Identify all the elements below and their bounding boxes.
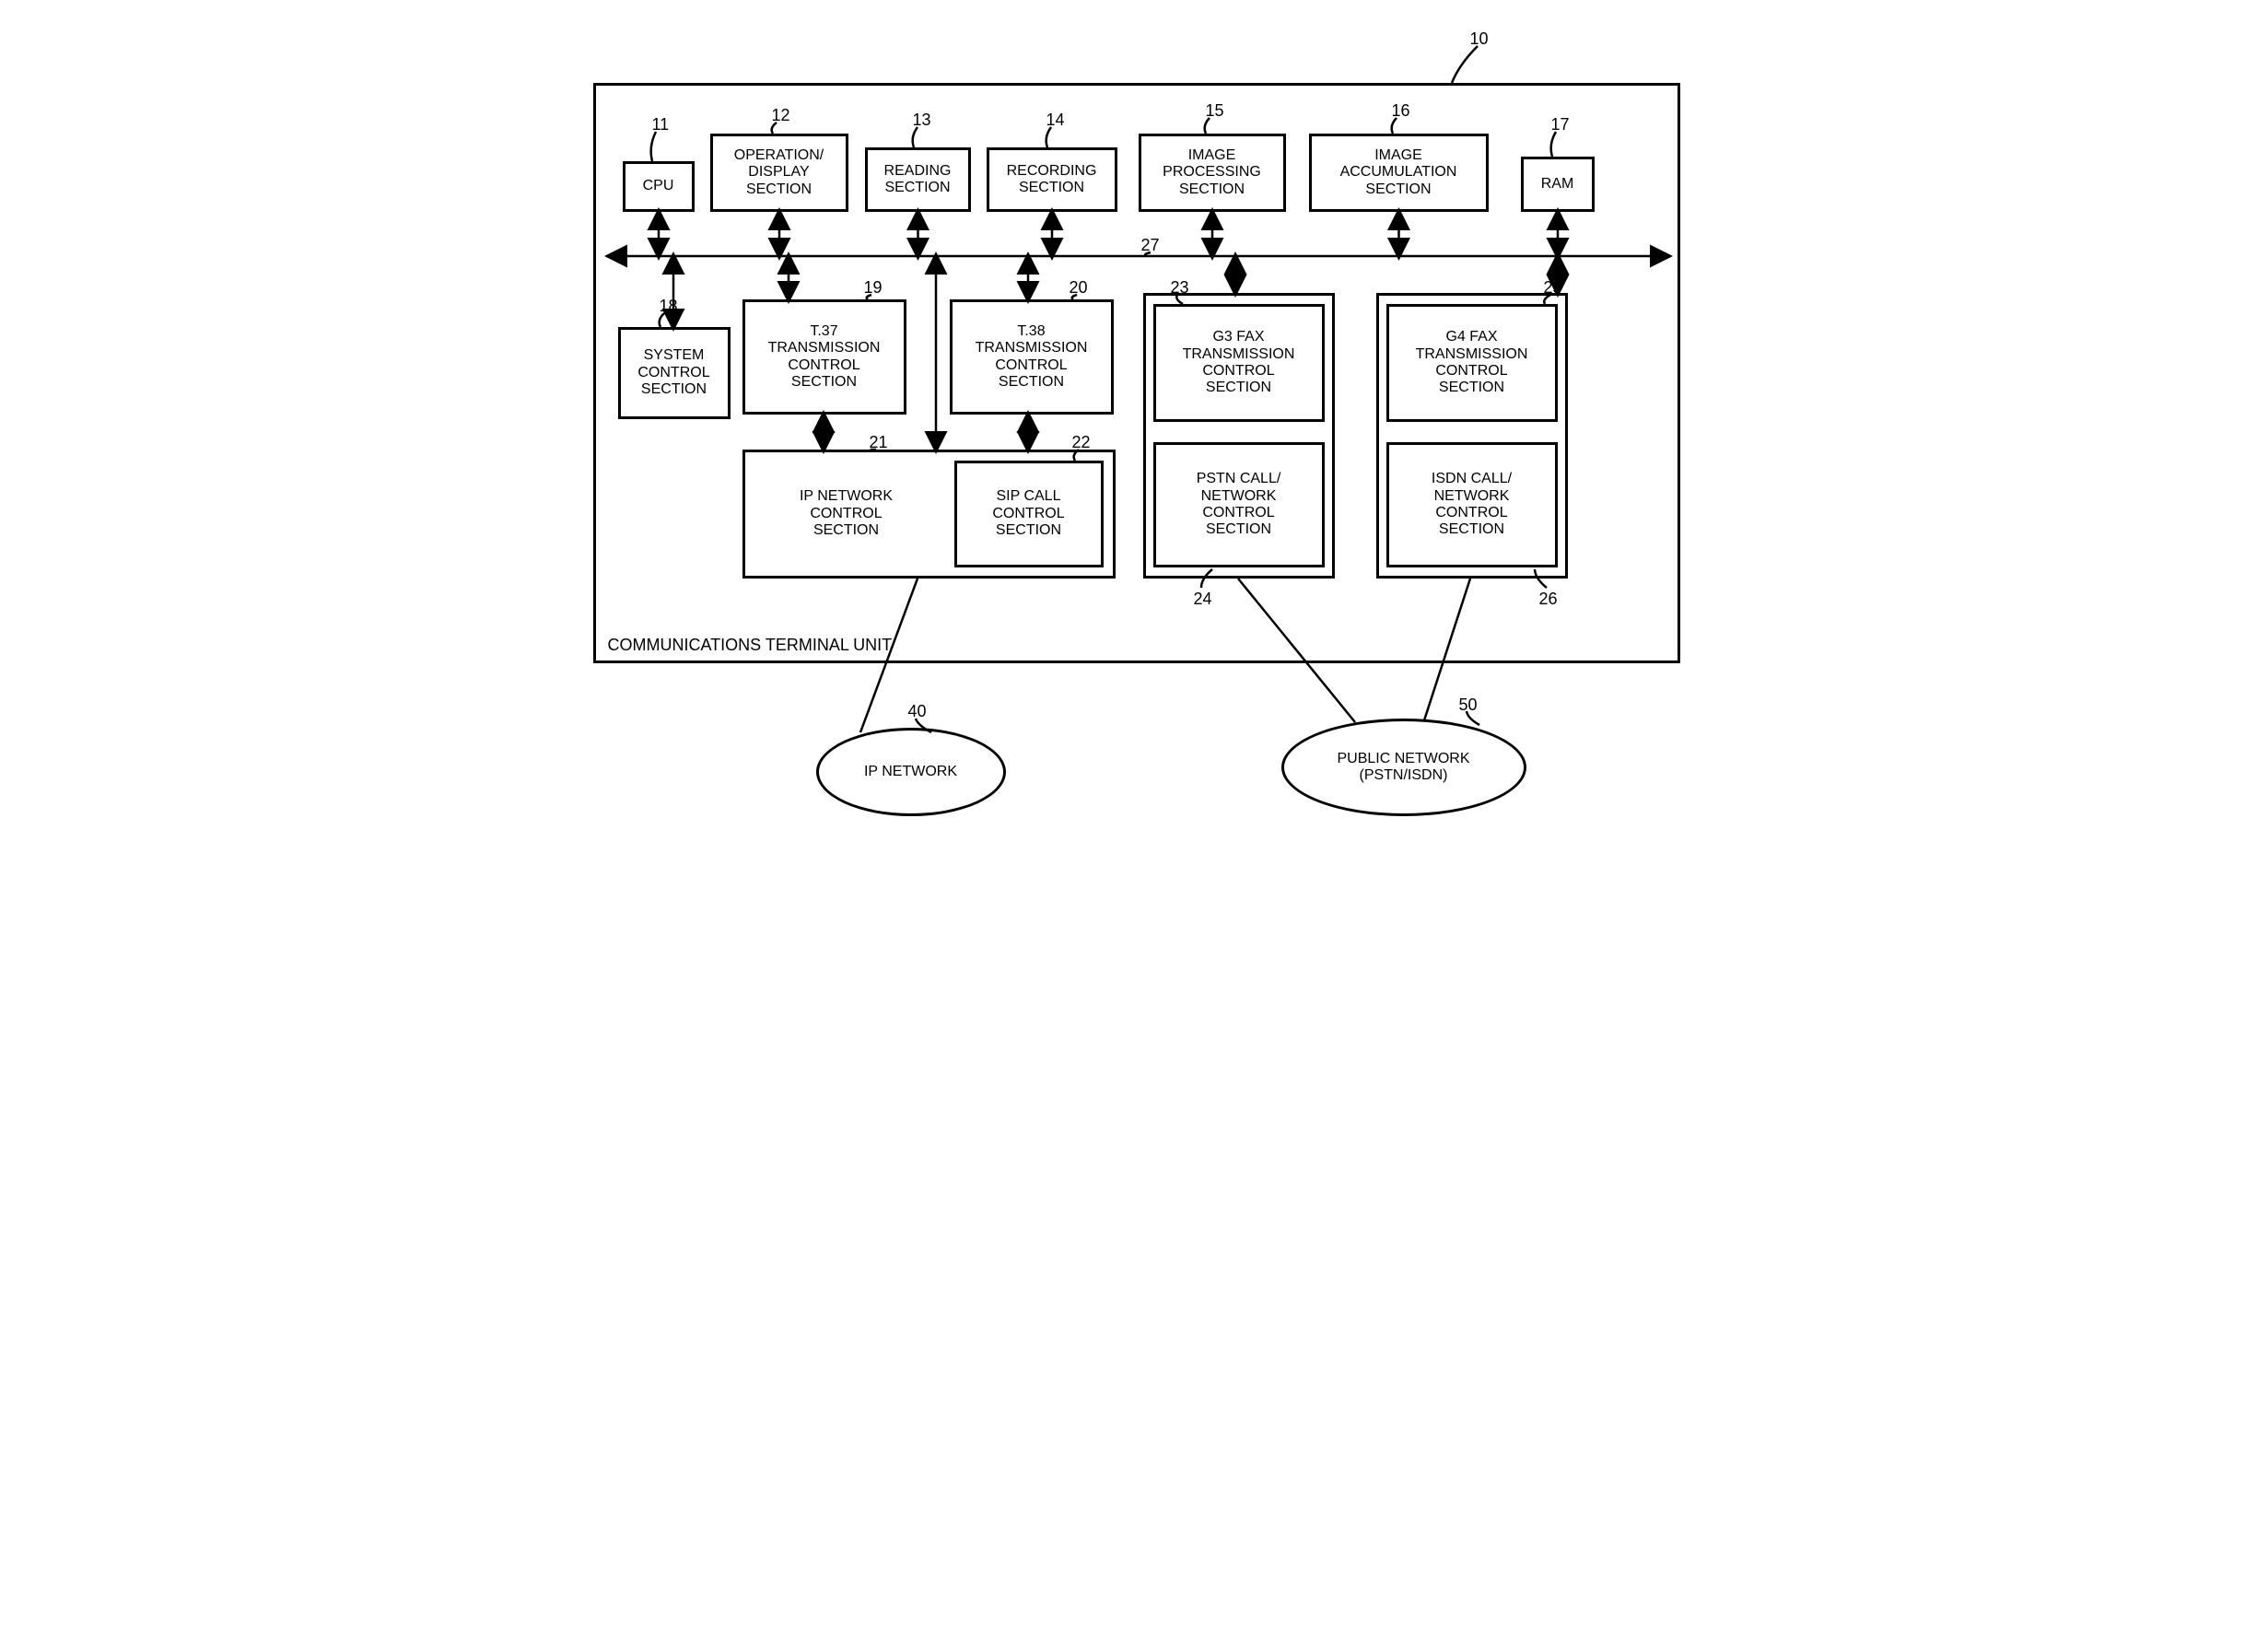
isdn-call-network-control-section: ISDN CALL/ NETWORK CONTROL SECTION — [1386, 442, 1558, 567]
ref-18: 18 — [660, 297, 678, 316]
read-box: READING SECTION — [865, 147, 971, 212]
ref-12: 12 — [772, 106, 790, 125]
sys-text: SYSTEM CONTROL SECTION — [637, 347, 709, 398]
rec-box: RECORDING SECTION — [987, 147, 1117, 212]
ref-15: 15 — [1206, 101, 1224, 121]
ref-25: 25 — [1544, 278, 1562, 298]
ref-27: 27 — [1141, 236, 1160, 255]
isdn-text: ISDN CALL/ NETWORK CONTROL SECTION — [1432, 471, 1512, 539]
sip-call-control-section: SIP CALL CONTROL SECTION — [954, 461, 1104, 567]
ref-22: 22 — [1072, 433, 1091, 452]
g3-fax-text: G3 FAX TRANSMISSION CONTROL SECTION — [1183, 329, 1295, 397]
ref-19: 19 — [864, 278, 883, 298]
ref-17: 17 — [1551, 115, 1570, 134]
imga-text: IMAGE ACCUMULATION SECTION — [1340, 147, 1457, 198]
ram-text: RAM — [1541, 176, 1574, 193]
ref-11: 11 — [652, 115, 670, 134]
ref-40: 40 — [908, 702, 927, 721]
t38-text: T.38 TRANSMISSION CONTROL SECTION — [976, 323, 1088, 392]
ref-23: 23 — [1171, 278, 1189, 298]
public-network-cloud: PUBLIC NETWORK (PSTN/ISDN) — [1281, 719, 1526, 816]
pstn-call-network-control-section: PSTN CALL/ NETWORK CONTROL SECTION — [1153, 442, 1325, 567]
ref-21: 21 — [870, 433, 888, 452]
ref-13: 13 — [913, 111, 931, 130]
rec-text: RECORDING SECTION — [1007, 163, 1097, 197]
sip-call-control-text: SIP CALL CONTROL SECTION — [992, 488, 1064, 539]
sys-box: SYSTEM CONTROL SECTION — [618, 327, 731, 419]
imgp-box: IMAGE PROCESSING SECTION — [1139, 134, 1286, 212]
t37-text: T.37 TRANSMISSION CONTROL SECTION — [768, 323, 881, 392]
opdisp-text: OPERATION/ DISPLAY SECTION — [734, 147, 824, 198]
t38-box: T.38 TRANSMISSION CONTROL SECTION — [950, 299, 1114, 415]
pstn-text: PSTN CALL/ NETWORK CONTROL SECTION — [1197, 471, 1281, 539]
ref-14: 14 — [1046, 111, 1065, 130]
imga-box: IMAGE ACCUMULATION SECTION — [1309, 134, 1489, 212]
public-network-text: PUBLIC NETWORK (PSTN/ISDN) — [1337, 751, 1469, 785]
ref-50: 50 — [1459, 696, 1478, 715]
t37-box: T.37 TRANSMISSION CONTROL SECTION — [742, 299, 906, 415]
imgp-text: IMAGE PROCESSING SECTION — [1163, 147, 1261, 198]
terminal-unit-label: COMMUNICATIONS TERMINAL UNIT — [608, 636, 893, 655]
ref-26: 26 — [1539, 590, 1558, 609]
cpu-text: CPU — [643, 178, 674, 194]
ram-box: RAM — [1521, 157, 1595, 212]
ref-16: 16 — [1392, 101, 1410, 121]
ip-network-cloud: IP NETWORK — [816, 728, 1006, 816]
read-text: READING SECTION — [884, 163, 952, 197]
cpu-box: CPU — [623, 161, 695, 212]
ref-10: 10 — [1470, 29, 1489, 49]
ref-20: 20 — [1070, 278, 1088, 298]
ip-network-control-text: IP NETWORK CONTROL SECTION — [773, 488, 920, 539]
ref-24: 24 — [1194, 590, 1212, 609]
opdisp-box: OPERATION/ DISPLAY SECTION — [710, 134, 848, 212]
g3-fax-transmission-control-section: G3 FAX TRANSMISSION CONTROL SECTION — [1153, 304, 1325, 422]
g4-fax-transmission-control-section: G4 FAX TRANSMISSION CONTROL SECTION — [1386, 304, 1558, 422]
ip-network-text: IP NETWORK — [864, 764, 957, 780]
g4-fax-text: G4 FAX TRANSMISSION CONTROL SECTION — [1416, 329, 1528, 397]
